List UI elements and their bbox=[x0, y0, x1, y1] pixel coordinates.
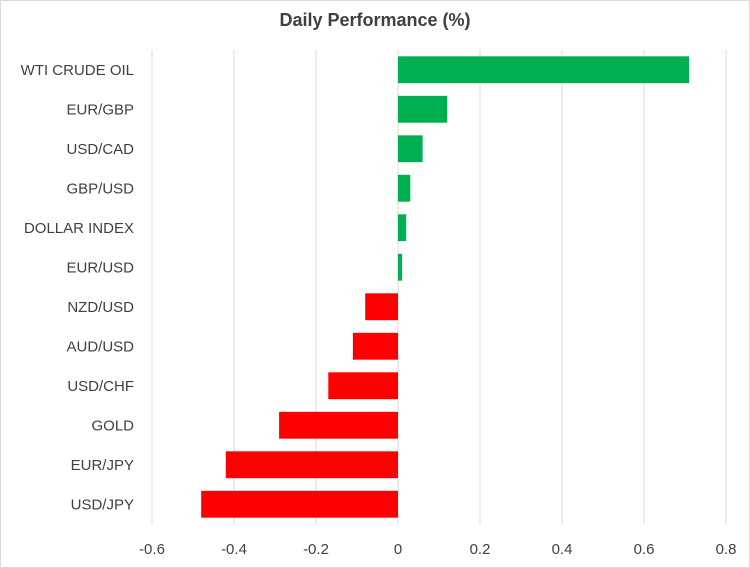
category-label: DOLLAR INDEX bbox=[24, 220, 134, 237]
bar bbox=[398, 56, 690, 84]
grid-lines bbox=[151, 50, 727, 524]
x-tick-label: 0 bbox=[394, 541, 402, 558]
bar bbox=[398, 135, 423, 163]
x-tick-label: -0.2 bbox=[303, 541, 329, 558]
x-tick-label: -0.6 bbox=[139, 541, 165, 558]
x-tick-label: 0.8 bbox=[716, 541, 737, 558]
bar bbox=[201, 490, 398, 518]
bar bbox=[398, 253, 403, 281]
bar bbox=[365, 293, 398, 321]
bar bbox=[352, 332, 398, 360]
chart-title: Daily Performance (%) bbox=[279, 10, 471, 30]
category-label: AUD/USD bbox=[66, 338, 134, 355]
category-label: EUR/USD bbox=[66, 259, 134, 276]
bar bbox=[398, 95, 448, 123]
bar bbox=[328, 372, 398, 400]
category-label: EUR/JPY bbox=[71, 457, 134, 474]
category-label: GOLD bbox=[91, 417, 134, 434]
bars bbox=[201, 56, 690, 518]
x-tick-label: 0.6 bbox=[634, 541, 655, 558]
x-tick-labels: -0.6 -0.4 -0.2 0 0.2 0.4 0.6 0.8 bbox=[139, 541, 736, 558]
bar bbox=[225, 451, 398, 479]
category-label: GBP/USD bbox=[66, 180, 134, 197]
category-label: USD/JPY bbox=[71, 496, 134, 513]
category-label: WTI CRUDE OIL bbox=[21, 62, 134, 79]
bar bbox=[398, 214, 407, 242]
bar bbox=[398, 174, 411, 202]
category-label: USD/CAD bbox=[66, 141, 134, 158]
bar bbox=[279, 411, 398, 439]
x-tick-label: 0.2 bbox=[470, 541, 491, 558]
x-tick-label: -0.4 bbox=[221, 541, 247, 558]
x-tick-label: 0.4 bbox=[552, 541, 573, 558]
category-label: USD/CHF bbox=[67, 378, 134, 395]
category-labels: WTI CRUDE OIL EUR/GBP USD/CAD GBP/USD DOLLAR… bbox=[21, 62, 135, 514]
category-label: EUR/GBP bbox=[66, 101, 134, 118]
category-label: NZD/USD bbox=[67, 299, 134, 316]
